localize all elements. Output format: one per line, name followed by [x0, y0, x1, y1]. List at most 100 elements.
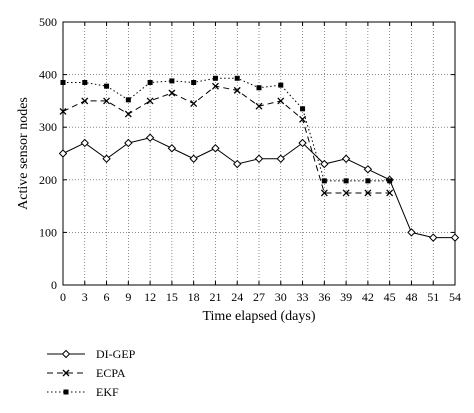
- legend-label-ekf: EKF: [96, 385, 119, 399]
- x-tick-label: 42: [362, 290, 374, 304]
- x-tick-label: 0: [60, 290, 66, 304]
- legend-item-ecpa: ECPA: [47, 366, 126, 380]
- x-tick-label: 24: [231, 290, 243, 304]
- ekf-point: [234, 75, 240, 81]
- ecpa-point: [386, 189, 394, 197]
- di-gep-point: [429, 233, 438, 242]
- x-tick-label: 21: [209, 290, 221, 304]
- ecpa-point: [168, 89, 176, 97]
- legend-label-ecpa: ECPA: [96, 366, 126, 380]
- x-marker-stroke: [190, 100, 198, 107]
- ekf-point: [169, 78, 175, 84]
- series-ecpa: [59, 82, 394, 197]
- ekf-line: [63, 77, 390, 182]
- di-gep-point: [80, 138, 89, 148]
- legend-marker-ekf: [63, 389, 69, 395]
- ecpa-point: [81, 97, 89, 105]
- y-tick-label: 200: [39, 173, 57, 187]
- ekf-point: [278, 82, 284, 88]
- ekf-point: [104, 83, 110, 89]
- x-marker-stroke: [342, 189, 350, 197]
- di-gep-point: [211, 144, 220, 153]
- ecpa-point: [342, 189, 350, 197]
- x-marker-stroke: [168, 89, 176, 97]
- x-tick-label: 9: [125, 290, 131, 304]
- x-marker-stroke: [255, 102, 263, 110]
- x-tick-label: 27: [253, 290, 265, 304]
- di-gep-point: [145, 133, 155, 142]
- di-gep-point: [276, 154, 285, 163]
- axis-ticks: 0 3 6 9 12 15 18 21 24 27 30 33 36 39 42 45 48 51 54010020…: [39, 15, 461, 304]
- x-tick-label: 3: [82, 290, 88, 304]
- di-gep-point: [341, 154, 351, 163]
- x-marker-stroke: [320, 189, 328, 197]
- ekf-point: [387, 178, 393, 184]
- ekf-point: [147, 79, 153, 85]
- x-marker-stroke: [81, 97, 89, 105]
- y-tick-label: 400: [39, 68, 57, 82]
- ekf-point: [125, 97, 131, 103]
- y-axis-title: Active sensor nodes: [16, 97, 31, 210]
- ekf-point: [82, 79, 88, 85]
- ekf-point: [60, 79, 66, 85]
- legend-item-di-gep: DI-GEP: [47, 347, 136, 361]
- ecpa-point: [299, 115, 307, 123]
- ecpa-point: [233, 86, 241, 94]
- legend-label-di-gep: DI-GEP: [96, 347, 136, 361]
- di-gep-point: [254, 154, 264, 163]
- legend-marker-di-gep: [61, 349, 71, 359]
- x-tick-label: 51: [427, 290, 439, 304]
- ecpa-point: [124, 110, 132, 118]
- x-tick-label: 15: [166, 290, 178, 304]
- ekf-point: [321, 178, 327, 184]
- ekf-point: [191, 79, 197, 85]
- x-tick-label: 33: [297, 290, 309, 304]
- di-gep-point: [124, 138, 133, 148]
- x-tick-label: 54: [449, 290, 461, 304]
- ecpa-line: [62, 85, 390, 194]
- x-marker-stroke: [299, 115, 307, 123]
- di-gep-point: [58, 149, 68, 158]
- ecpa-point: [103, 97, 111, 105]
- x-tick-label: 12: [144, 290, 156, 304]
- di-gep-point: [363, 165, 373, 174]
- x-marker-stroke: [146, 97, 154, 105]
- x-marker-stroke: [124, 110, 132, 118]
- ekf-point: [212, 75, 218, 81]
- x-marker-stroke: [364, 189, 372, 197]
- legend: DI-GEP ECPA EKF: [47, 347, 136, 399]
- ekf-point: [300, 106, 306, 112]
- ecpa-point: [211, 82, 219, 90]
- x-tick-label: 45: [384, 290, 396, 304]
- y-tick-label: 0: [51, 278, 57, 292]
- x-marker-stroke: [211, 82, 219, 90]
- series-group: [58, 75, 460, 242]
- x-tick-label: 30: [275, 290, 287, 304]
- di-gep-point: [407, 228, 416, 237]
- ecpa-point: [320, 189, 328, 197]
- ecpa-point: [190, 100, 198, 107]
- ekf-point: [365, 178, 371, 184]
- ekf-point: [343, 178, 349, 184]
- ecpa-point: [364, 189, 372, 197]
- x-marker-stroke: [62, 369, 70, 377]
- x-tick-label: 39: [340, 290, 352, 304]
- x-tick-label: 36: [318, 290, 330, 304]
- x-tick-label: 48: [405, 290, 417, 304]
- x-marker-stroke: [233, 86, 241, 94]
- legend-marker-ecpa: [62, 369, 70, 377]
- x-tick-label: 18: [188, 290, 200, 304]
- di-gep-point: [450, 233, 460, 242]
- x-marker-stroke: [59, 107, 67, 115]
- di-gep-point: [298, 138, 307, 148]
- di-gep-point: [320, 159, 329, 169]
- x-tick-label: 6: [104, 290, 110, 304]
- x-marker-stroke: [103, 97, 111, 105]
- x-axis-title: Time elapsed (days): [202, 309, 315, 324]
- di-gep-point: [102, 154, 111, 163]
- y-tick-label: 300: [39, 120, 57, 134]
- ecpa-point: [277, 97, 285, 105]
- di-gep-point: [189, 154, 198, 163]
- ecpa-point: [255, 102, 263, 110]
